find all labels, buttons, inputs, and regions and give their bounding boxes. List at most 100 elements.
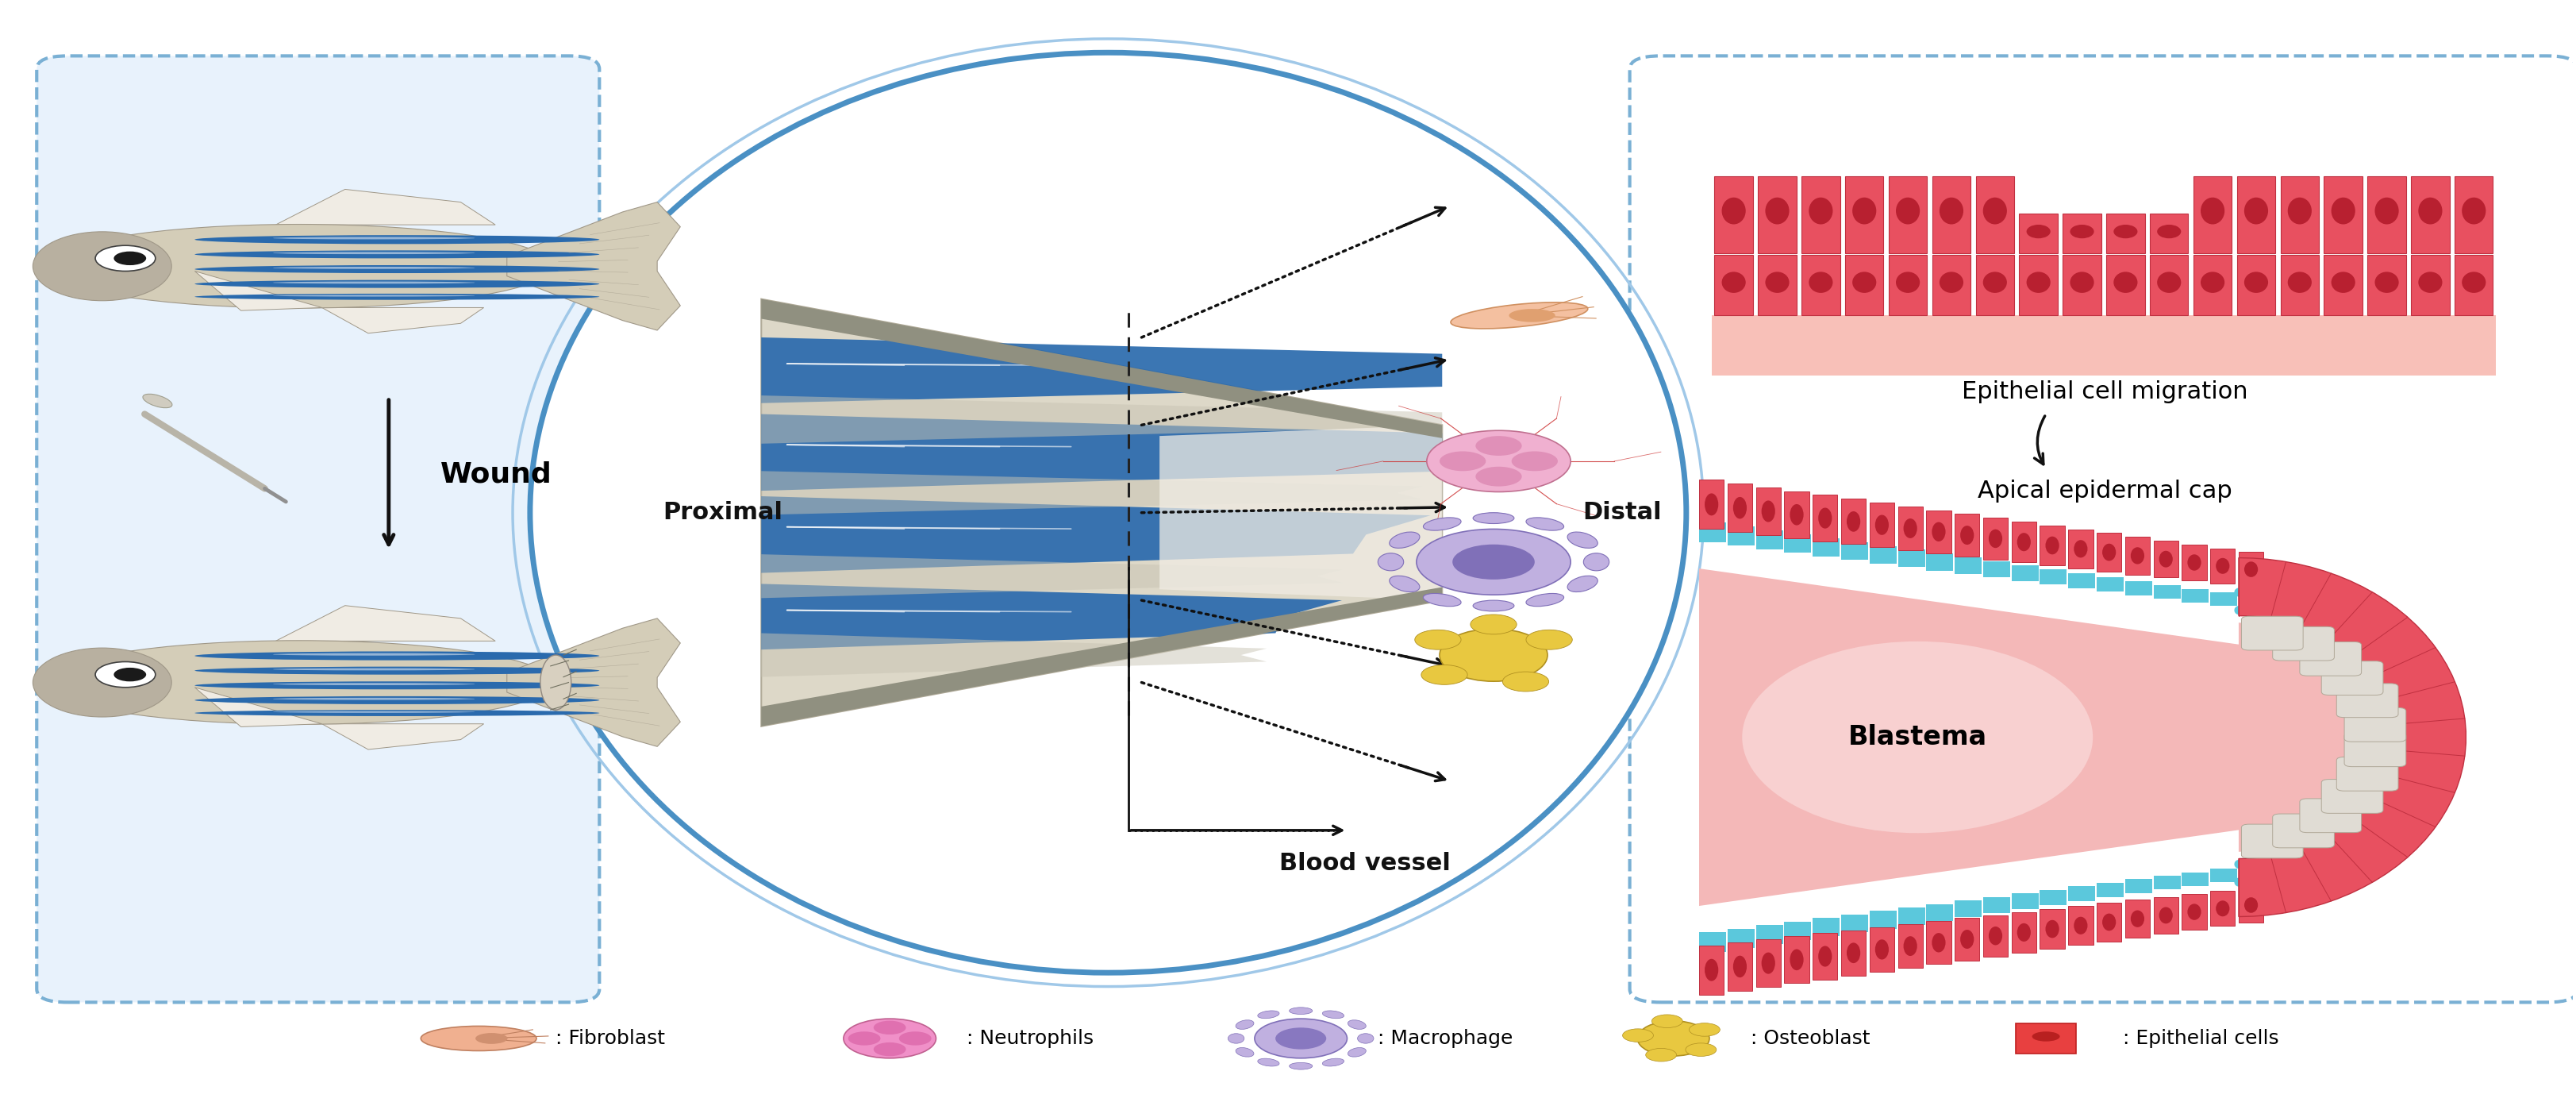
- Ellipse shape: [1734, 955, 1747, 977]
- Bar: [2182, 894, 2208, 930]
- Bar: [1842, 930, 1865, 975]
- Bar: [2367, 256, 2406, 315]
- FancyBboxPatch shape: [2300, 641, 2362, 676]
- Ellipse shape: [1584, 553, 1610, 571]
- Ellipse shape: [1904, 937, 1917, 955]
- Ellipse shape: [2419, 197, 2442, 225]
- Text: : Osteoblast: : Osteoblast: [1752, 1029, 1870, 1048]
- Circle shape: [1525, 630, 1571, 649]
- Circle shape: [1427, 431, 1571, 491]
- Ellipse shape: [2200, 272, 2226, 293]
- Bar: [2182, 872, 2208, 886]
- Ellipse shape: [273, 698, 474, 700]
- Ellipse shape: [1288, 1062, 1311, 1070]
- Ellipse shape: [420, 1026, 536, 1051]
- Bar: [1801, 176, 1839, 253]
- Ellipse shape: [1473, 512, 1515, 523]
- Ellipse shape: [1566, 532, 1597, 548]
- Bar: [2040, 526, 2066, 565]
- Ellipse shape: [2130, 910, 2143, 927]
- FancyBboxPatch shape: [36, 56, 600, 1003]
- Circle shape: [1255, 1018, 1347, 1058]
- Polygon shape: [762, 396, 1443, 444]
- Ellipse shape: [1236, 1048, 1255, 1057]
- Bar: [2097, 883, 2123, 897]
- Ellipse shape: [196, 293, 600, 300]
- Ellipse shape: [1790, 949, 1803, 970]
- Polygon shape: [762, 471, 1422, 515]
- Bar: [2063, 256, 2102, 315]
- FancyBboxPatch shape: [2321, 779, 2383, 813]
- Ellipse shape: [531, 53, 1687, 973]
- Polygon shape: [1159, 425, 1443, 601]
- Text: Epithelial cell migration: Epithelial cell migration: [1963, 380, 2249, 403]
- Text: Distal: Distal: [1582, 501, 1662, 525]
- Bar: [2182, 544, 2208, 581]
- Bar: [1700, 932, 1726, 952]
- Bar: [1955, 558, 1981, 574]
- FancyBboxPatch shape: [2321, 661, 2383, 695]
- Ellipse shape: [2215, 558, 2228, 574]
- Circle shape: [1623, 1029, 1654, 1042]
- Ellipse shape: [1940, 272, 1963, 293]
- Polygon shape: [762, 299, 1443, 439]
- Bar: [2151, 214, 2187, 253]
- Bar: [1888, 176, 1927, 253]
- Circle shape: [1414, 630, 1461, 649]
- Circle shape: [1471, 615, 1517, 635]
- Polygon shape: [507, 618, 680, 746]
- Text: Apical epidermal cap: Apical epidermal cap: [1978, 479, 2233, 503]
- Ellipse shape: [1236, 1020, 1255, 1029]
- Ellipse shape: [1705, 959, 1718, 981]
- Bar: [2455, 176, 2494, 253]
- Ellipse shape: [1984, 197, 2007, 225]
- Polygon shape: [2239, 558, 2465, 917]
- Ellipse shape: [196, 681, 600, 690]
- Ellipse shape: [196, 651, 600, 660]
- Polygon shape: [762, 634, 1267, 677]
- FancyBboxPatch shape: [2344, 733, 2406, 767]
- Ellipse shape: [1229, 1034, 1244, 1044]
- Ellipse shape: [2244, 562, 2259, 577]
- Polygon shape: [322, 307, 484, 333]
- Ellipse shape: [2074, 540, 2087, 558]
- Polygon shape: [276, 190, 495, 225]
- Bar: [2411, 176, 2450, 253]
- Circle shape: [1512, 452, 1558, 471]
- Ellipse shape: [2463, 272, 2486, 293]
- Bar: [1700, 946, 1723, 995]
- Bar: [2324, 176, 2362, 253]
- Ellipse shape: [1989, 927, 2002, 946]
- Bar: [1870, 927, 1893, 972]
- Ellipse shape: [196, 696, 600, 704]
- Ellipse shape: [2419, 272, 2442, 293]
- Bar: [2280, 176, 2318, 253]
- Polygon shape: [762, 587, 1443, 726]
- Ellipse shape: [2200, 197, 2226, 225]
- Polygon shape: [276, 606, 495, 641]
- Bar: [2012, 565, 2038, 581]
- Bar: [1927, 921, 1950, 964]
- Bar: [1927, 553, 1953, 571]
- Ellipse shape: [2074, 917, 2087, 934]
- Ellipse shape: [1321, 1011, 1345, 1018]
- Ellipse shape: [1762, 952, 1775, 974]
- Bar: [2125, 879, 2151, 894]
- Bar: [2210, 593, 2236, 606]
- Circle shape: [113, 668, 147, 681]
- Polygon shape: [762, 414, 1443, 490]
- Ellipse shape: [2071, 272, 2094, 293]
- Ellipse shape: [1904, 519, 1917, 538]
- Bar: [2236, 256, 2275, 315]
- Bar: [2097, 533, 2123, 572]
- Bar: [2367, 176, 2406, 253]
- FancyBboxPatch shape: [2336, 757, 2398, 791]
- Text: : Neutrophils: : Neutrophils: [966, 1029, 1095, 1048]
- Circle shape: [1690, 1023, 1721, 1036]
- Bar: [2210, 890, 2236, 926]
- Ellipse shape: [1321, 1059, 1345, 1067]
- Ellipse shape: [1847, 942, 1860, 963]
- Ellipse shape: [1566, 575, 1597, 592]
- Bar: [1716, 176, 1752, 253]
- Bar: [2154, 585, 2179, 598]
